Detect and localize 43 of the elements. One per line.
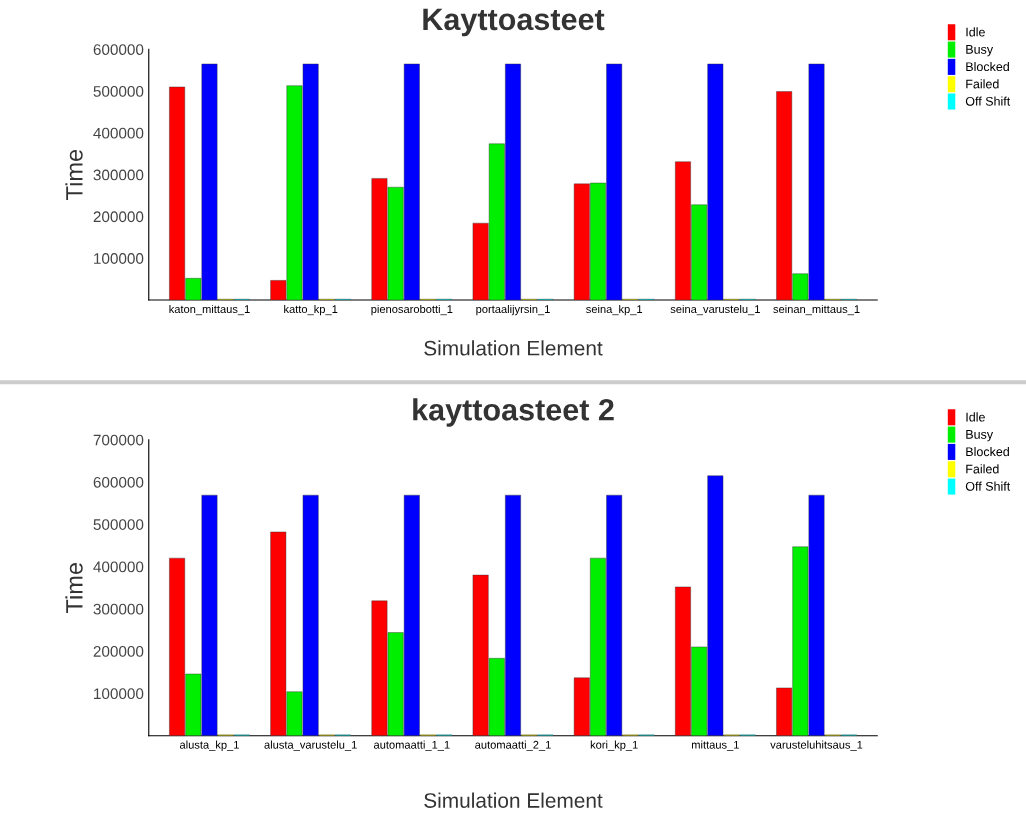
y-tick-label: 100000 xyxy=(94,688,144,700)
x-tick-label: seina_varustelu_1 xyxy=(670,304,760,316)
chart-title: kayttoasteet 2 xyxy=(413,398,614,427)
legend-label: Busy xyxy=(966,45,994,57)
legend-label: Off Shift xyxy=(965,96,1011,106)
x-tick-label: mittaus_1 xyxy=(692,740,739,751)
x-tick-label: automaatti_2_1 xyxy=(475,740,551,751)
legend-label: Off Shift xyxy=(965,481,1011,491)
legend-label: Blocked xyxy=(966,61,1009,72)
y-axis-title: Time xyxy=(65,149,83,200)
y-axis-title: Time xyxy=(65,562,83,613)
y-tick-label: 300000 xyxy=(93,603,144,615)
y-tick-label: 100000 xyxy=(94,253,144,264)
x-axis-title: Simulation Element xyxy=(424,340,603,356)
x-tick-label: seinan_mittaus_1 xyxy=(773,304,860,316)
y-tick-label: 200000 xyxy=(93,646,144,657)
x-tick-label: katon_mittaus_1 xyxy=(169,304,250,316)
y-tick-label: 400000 xyxy=(93,561,144,573)
x-axis-title: Simulation Element xyxy=(424,792,603,808)
y-tick-label: 500000 xyxy=(93,519,144,530)
legend-label: Idle xyxy=(966,27,985,37)
y-tick-label: 200000 xyxy=(93,211,144,223)
chart-title: Kayttoasteet xyxy=(423,8,605,37)
legend-label: Blocked xyxy=(966,446,1009,457)
y-tick-label: 300000 xyxy=(93,169,144,181)
legend-label: Idle xyxy=(966,412,985,422)
x-tick-label: seina_kp_1 xyxy=(586,304,643,316)
x-tick-label: pienosarobotti_1 xyxy=(371,304,453,316)
x-tick-label: alusta_varustelu_1 xyxy=(264,740,357,751)
legend-label: Failed xyxy=(966,464,999,474)
y-tick-label: 500000 xyxy=(93,85,144,97)
y-tick-label: 600000 xyxy=(93,476,144,488)
y-tick-label: 400000 xyxy=(93,127,144,139)
x-tick-label: varusteluhitsaus_1 xyxy=(770,740,863,751)
legend-label: Busy xyxy=(966,430,994,442)
x-tick-label: alusta_kp_1 xyxy=(179,740,239,751)
y-tick-label: 600000 xyxy=(93,44,144,56)
x-tick-label: portaalijyrsin_1 xyxy=(476,304,550,316)
legend-label: Failed xyxy=(966,79,999,89)
x-tick-label: kori_kp_1 xyxy=(590,740,638,751)
y-tick-label: 700000 xyxy=(93,434,144,446)
x-tick-label: katto_kp_1 xyxy=(284,304,338,316)
x-tick-label: automaatti_1_1 xyxy=(374,740,450,751)
